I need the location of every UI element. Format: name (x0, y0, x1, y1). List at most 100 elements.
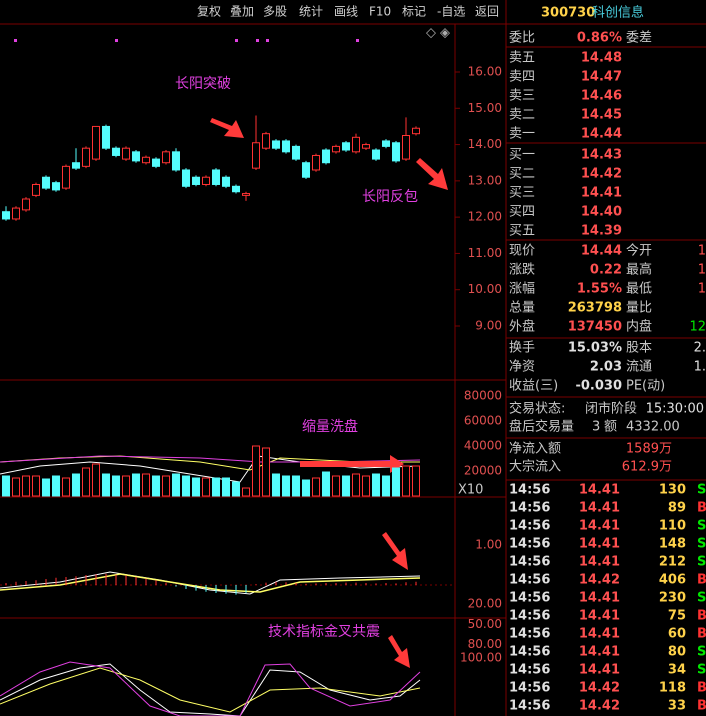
volume-bar (62, 477, 70, 497)
annotation: 长阳突破 (175, 76, 231, 92)
toolbar-button[interactable]: 画线 (334, 5, 358, 19)
field-label: 净资 (509, 360, 535, 375)
trade-price: 14.42 (579, 573, 620, 588)
trade-time: 14:56 (509, 663, 550, 678)
toolbar-button[interactable]: 叠加 (230, 5, 254, 19)
trade-side: B (697, 609, 706, 624)
field-value: 137450 (568, 320, 622, 335)
candle-body (302, 162, 310, 178)
candle-body (342, 142, 350, 151)
volume-bar (392, 467, 400, 497)
trade-time: 14:56 (509, 501, 550, 516)
field-label: PE(动) (626, 379, 665, 394)
field-label: 卖一 (509, 127, 535, 142)
field-value: 14.48 (581, 51, 622, 66)
trade-volume: 148 (659, 537, 686, 552)
candle-body (282, 140, 290, 153)
field-value: 1.55% (577, 282, 622, 297)
field-label: 总量 (509, 301, 535, 316)
arrows (210, 118, 448, 668)
volume-tick-label: 20000 (464, 464, 502, 478)
trade-side: S (697, 519, 706, 534)
kdj-tick-label: 20.00 (468, 597, 502, 611)
field-value: 15.03% (568, 341, 622, 356)
volume-bar (222, 477, 230, 497)
candle-body (202, 176, 210, 185)
trade-side: B (697, 501, 706, 516)
candle-body (412, 127, 420, 135)
trade-side: B (697, 627, 706, 642)
price-tick-label: 15.00 (468, 101, 502, 115)
toolbar-button[interactable]: 标记 (402, 5, 426, 19)
volume-unit: X10 (458, 483, 483, 498)
candle-body (112, 147, 120, 156)
after-volume: 3 (592, 420, 600, 435)
field-label: 股本 (626, 341, 652, 356)
candle-body (142, 156, 150, 164)
toolbar-button[interactable]: 多股 (263, 5, 287, 19)
trade-price: 14.41 (579, 645, 620, 660)
trade-side: B (697, 573, 706, 588)
trade-side: S (697, 663, 706, 678)
candle-body (222, 176, 230, 187)
after-label: 盘后交易量 (509, 419, 574, 435)
field-label: 买四 (509, 205, 535, 220)
trade-price: 14.41 (579, 519, 620, 534)
field-label: 买三 (509, 186, 535, 201)
trade-price: 14.41 (579, 501, 620, 516)
trade-price: 14.42 (579, 699, 620, 714)
trade-time: 14:56 (509, 645, 550, 660)
field-label: 委差 (626, 31, 652, 46)
candle-body (292, 145, 300, 160)
toolbar-button[interactable]: 返回 (475, 5, 499, 19)
field-value: 0.86% (577, 31, 622, 46)
volume-bar (242, 487, 250, 497)
field-label: 换手 (509, 341, 535, 356)
volume-bar (132, 473, 140, 497)
flow-value: 1589万 (626, 442, 672, 457)
trade-time: 14:56 (509, 591, 550, 606)
icon[interactable]: ◇ (426, 26, 436, 41)
status-label: 交易状态: (509, 401, 565, 417)
kdj-line (0, 661, 421, 716)
field-value: 14.43 (581, 148, 622, 163)
after-amount-label: 额 (604, 420, 617, 435)
trade-price: 14.41 (579, 663, 620, 678)
kdj-line (0, 663, 421, 716)
toolbar-button[interactable]: 统计 (299, 5, 323, 19)
toolbar-button[interactable]: 复权 (197, 5, 221, 19)
field-label: 买一 (509, 148, 535, 163)
field-label: 收益(三) (509, 379, 558, 394)
volume-bar (202, 477, 210, 497)
field-label: 卖五 (509, 51, 535, 66)
volume-bar (122, 475, 130, 497)
candle-body (322, 149, 330, 164)
volume-bar (322, 471, 330, 497)
candle-body (22, 198, 30, 211)
trade-time: 14:56 (509, 699, 550, 714)
field-label: 买五 (509, 224, 535, 239)
price-tick-label: 14.00 (468, 137, 502, 151)
flow-value: 612.9万 (622, 460, 672, 475)
field-value: 1. (694, 360, 706, 375)
toolbar-button[interactable]: -自选 (437, 5, 465, 19)
toolbar-button[interactable]: F10 (369, 5, 391, 19)
trade-time: 14:56 (509, 483, 550, 498)
volume-bar (52, 475, 60, 497)
candle-body (162, 151, 170, 164)
icon[interactable]: ◈ (440, 26, 450, 41)
field-value: 0.22 (590, 263, 622, 278)
candle-body (242, 193, 250, 196)
volume-bar (82, 467, 90, 497)
trade-side: S (697, 591, 706, 606)
trade-time: 14:56 (509, 609, 550, 624)
volume-bar (92, 463, 100, 497)
candle-body (82, 147, 90, 167)
candle-body (332, 145, 340, 153)
trade-side: S (697, 537, 706, 552)
trade-price: 14.41 (579, 591, 620, 606)
trade-volume: 80 (668, 645, 686, 660)
price-tick-label: 10.00 (468, 282, 502, 296)
candle-body (232, 185, 240, 193)
